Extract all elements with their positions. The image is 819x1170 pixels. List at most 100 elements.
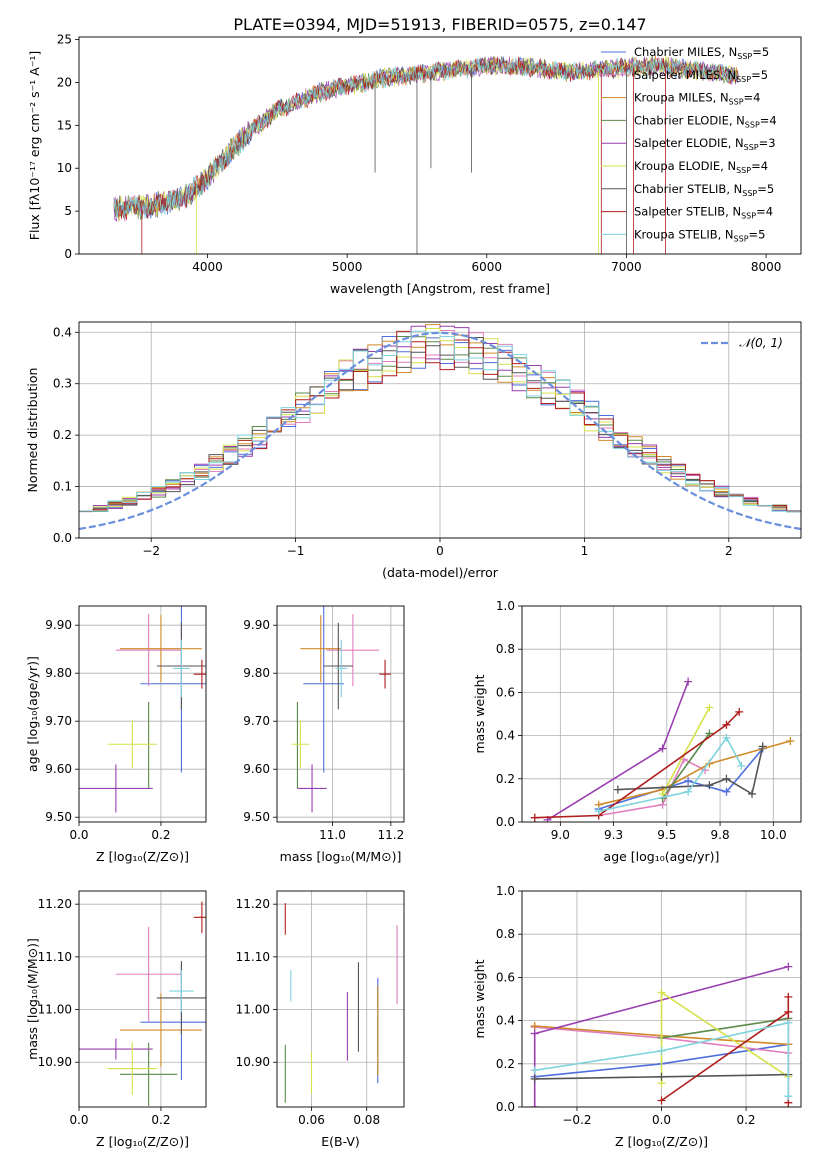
legend-label: Kroupa STELIB, N bbox=[634, 227, 734, 241]
x-tick-label: 0.0 bbox=[69, 1113, 88, 1127]
weight-marker bbox=[784, 1007, 793, 1016]
plot-frame bbox=[78, 36, 802, 255]
metallicity-mass-panel: 0.0 0.2 10.90 11.00 11.10 11.20 Z [log₁₀(Z/Z⊙)… bbox=[25, 890, 207, 1149]
x-tick-label: 8000 bbox=[751, 260, 782, 274]
y-tick-label: 11.20 bbox=[236, 897, 270, 911]
histogram-step bbox=[79, 325, 801, 512]
plot-area bbox=[530, 677, 795, 822]
legend-count: =5 bbox=[751, 68, 768, 82]
legend-entry: Chabrier STELIB, NSSP=5 bbox=[634, 182, 774, 198]
y-axis-label: mass weight bbox=[472, 674, 487, 753]
legend-label: Chabrier MILES, N bbox=[634, 45, 737, 59]
x-axis-label: (data-model)/error bbox=[382, 565, 499, 580]
x-tick-label: −1 bbox=[287, 544, 305, 558]
legend-label: Chabrier ELODIE, N bbox=[634, 113, 745, 127]
plot-frame bbox=[78, 321, 802, 539]
weight-marker bbox=[530, 1103, 539, 1107]
x-tick-label: 0.08 bbox=[353, 1113, 380, 1127]
legend-entry: Kroupa MILES, NSSP=4 bbox=[634, 91, 760, 107]
legend-subscript: SSP bbox=[736, 166, 751, 175]
histogram-step bbox=[79, 337, 801, 513]
metallicity-weight-panel: −0.2 0.0 0.2 0.0 0.2 0.4 0.6 0.8 1.0 Z [log₁₀(Z/Z… bbox=[472, 884, 802, 1149]
weight-marker bbox=[784, 1092, 793, 1101]
y-tick-label: 20 bbox=[57, 75, 72, 89]
x-tick-label: 10.0 bbox=[760, 828, 787, 842]
y-tick-label: 10.90 bbox=[236, 1055, 270, 1069]
weight-marker bbox=[748, 789, 757, 798]
x-tick-label: 0.0 bbox=[652, 1113, 671, 1127]
histogram-step bbox=[79, 330, 801, 513]
y-tick-label: 0 bbox=[64, 247, 72, 261]
y-tick-label: 9.60 bbox=[243, 762, 270, 776]
x-axis-label: Z [log₁₀(Z/Z⊙)] bbox=[96, 1134, 189, 1149]
y-tick-label: 0.6 bbox=[496, 970, 515, 984]
y-tick-label: 9.70 bbox=[243, 714, 270, 728]
weight-marker bbox=[784, 1018, 793, 1027]
x-tick-label: 1 bbox=[581, 544, 589, 558]
y-tick-label: 0.3 bbox=[53, 377, 72, 391]
plot-area bbox=[284, 903, 398, 1103]
weight-line bbox=[534, 1021, 790, 1097]
plot-area bbox=[79, 606, 206, 813]
spectrum-line bbox=[113, 56, 739, 219]
legend-subscript: SSP bbox=[736, 75, 751, 84]
legend-subscript: SSP bbox=[729, 98, 744, 107]
weight-marker bbox=[786, 737, 795, 745]
legend-subscript: SSP bbox=[745, 120, 760, 129]
y-tick-label: 0.4 bbox=[496, 729, 515, 743]
weight-marker bbox=[705, 781, 714, 790]
spectrum-panel: 4000 5000 6000 7000 8000 0 5 10 15 20 25 wavelength… bbox=[27, 33, 802, 296]
weight-marker bbox=[657, 1072, 666, 1081]
x-axis-label: wavelength [Angstrom, rest frame] bbox=[330, 281, 550, 296]
legend-label: Salpeter MILES, N bbox=[634, 68, 736, 82]
weight-line bbox=[598, 748, 764, 810]
weight-marker bbox=[735, 707, 744, 716]
y-axis-label: mass weight bbox=[472, 959, 487, 1038]
plot-frame bbox=[78, 605, 207, 823]
legend-label: Kroupa ELODIE, N bbox=[634, 159, 736, 173]
legend-count: =4 bbox=[751, 159, 768, 173]
extinction-mass-panel: 0.06 0.08 10.90 11.00 11.10 11.20 E(B-V) bbox=[236, 890, 405, 1149]
y-tick-label: 9.60 bbox=[45, 762, 72, 776]
y-tick-label: 9.50 bbox=[45, 810, 72, 824]
legend-count: =4 bbox=[760, 113, 777, 127]
weight-marker bbox=[594, 807, 603, 816]
weight-marker bbox=[684, 787, 693, 796]
spectrum-line bbox=[113, 57, 739, 219]
x-tick-label: 11.0 bbox=[319, 828, 346, 842]
y-tick-label: 1.0 bbox=[496, 884, 515, 898]
plot-area bbox=[79, 324, 801, 531]
figure-title: PLATE=0394, MJD=51913, FIBERID=0575, z=0… bbox=[233, 15, 646, 34]
legend-label: 𝒩(0, 1) bbox=[739, 336, 783, 350]
x-tick-label: 0.2 bbox=[151, 828, 170, 842]
x-axis-label: Z [log₁₀(Z/Z⊙)] bbox=[615, 1134, 708, 1149]
y-axis-label: age [log₁₀(age/yr)] bbox=[25, 656, 40, 772]
weight-marker bbox=[657, 1096, 666, 1105]
plot-frame bbox=[521, 605, 802, 823]
weight-marker bbox=[722, 774, 731, 783]
weight-marker bbox=[784, 962, 793, 971]
legend-entry: Salpeter MILES, NSSP=5 bbox=[634, 68, 768, 84]
weight-marker bbox=[737, 761, 746, 770]
y-tick-label: 10 bbox=[57, 161, 72, 175]
x-tick-label: 0.0 bbox=[69, 828, 88, 842]
legend-entry: Chabrier ELODIE, NSSP=4 bbox=[634, 113, 777, 129]
weight-marker bbox=[705, 703, 714, 712]
legend-subscript: SSP bbox=[734, 234, 749, 243]
x-axis-label: age [log₁₀(age/yr)] bbox=[604, 849, 720, 864]
y-axis-label: Flux [fλ10⁻¹⁷ erg cm⁻² s⁻¹ A⁻¹] bbox=[27, 51, 42, 240]
y-tick-label: 0.0 bbox=[53, 531, 72, 545]
x-tick-label: −2 bbox=[142, 544, 160, 558]
weight-line bbox=[534, 711, 740, 819]
y-tick-label: 11.00 bbox=[38, 1003, 72, 1017]
y-tick-label: 11.20 bbox=[38, 897, 72, 911]
x-axis-label: Z [log₁₀(Z/Z⊙)] bbox=[96, 849, 189, 864]
plot-area bbox=[291, 606, 391, 813]
legend-count: =4 bbox=[756, 205, 773, 219]
weight-line bbox=[660, 991, 789, 1084]
y-tick-label: 0.1 bbox=[53, 480, 72, 494]
y-tick-label: 0.0 bbox=[496, 1100, 515, 1114]
weight-marker bbox=[530, 1066, 539, 1075]
y-tick-label: 0.8 bbox=[496, 927, 515, 941]
x-tick-label: 0.06 bbox=[298, 1113, 325, 1127]
